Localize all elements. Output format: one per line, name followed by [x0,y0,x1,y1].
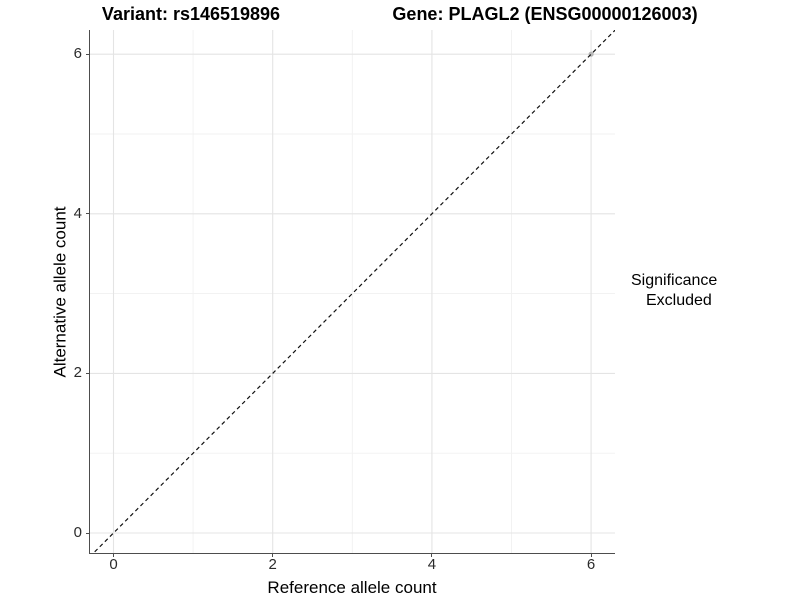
x-tick-mark [431,554,433,557]
y-axis-title: Alternative allele count [50,206,70,378]
legend-item-label: Excluded [646,292,712,309]
x-tick-mark [113,554,114,557]
plot-panel [89,30,615,554]
x-axis-title: Reference allele count [267,578,437,597]
identity-dashed-line [92,30,615,553]
y-tick-label: 0 [73,524,82,541]
x-tick-mark [272,554,274,557]
plot-title-variant: Variant: rs146519896 [101,4,281,24]
y-tick-label: 2 [73,364,82,382]
x-tick-label: 2 [268,556,277,573]
legend-item-excluded: Excluded [631,292,717,310]
y-tick-mark [86,372,89,374]
x-tick-label: 4 [427,556,437,573]
y-tick-mark [86,532,89,534]
y-tick-mark [86,53,89,55]
legend: Significance Excluded [631,271,717,310]
plot-title-gene: Gene: PLAGL2 (ENSG00000126003) [392,4,698,24]
y-tick-mark [86,213,89,215]
y-tick-label: 6 [73,45,82,63]
x-tick-label: 6 [586,556,596,573]
x-tick-mark [590,554,592,557]
panel-canvas [90,30,615,553]
legend-point-icon [633,298,640,305]
x-tick-label: 0 [109,556,118,573]
y-tick-label: 4 [73,204,82,222]
legend-title: Significance [631,272,718,289]
